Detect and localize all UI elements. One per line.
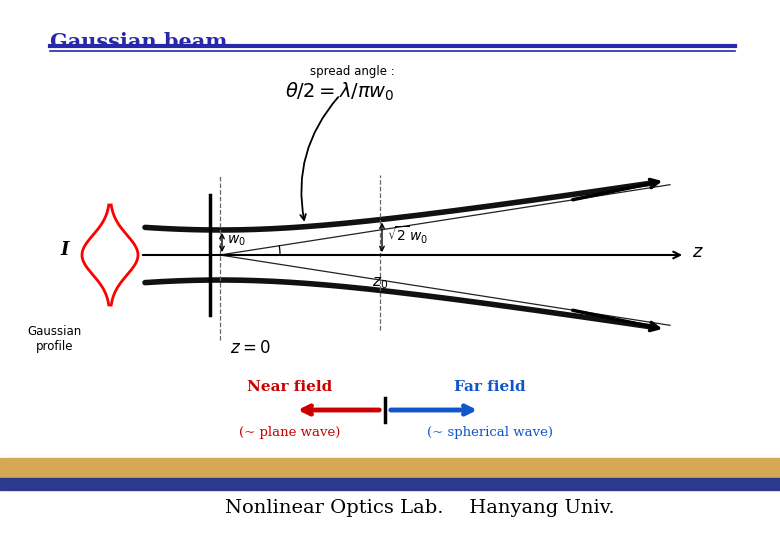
Text: Gaussian beam: Gaussian beam [50,32,228,52]
Text: I: I [61,241,69,259]
Text: $z_0$: $z_0$ [372,275,388,291]
Text: Gaussian
profile: Gaussian profile [28,325,82,353]
Bar [0,478,780,490]
Text: Nonlinear Optics Lab.  Hanyang Univ.: Nonlinear Optics Lab. Hanyang Univ. [225,499,615,517]
Text: $z = 0$: $z = 0$ [229,340,271,357]
Text: $z$: $z$ [692,243,704,261]
Text: (~ spherical wave): (~ spherical wave) [427,426,553,439]
Text: $\sqrt{2}\,w_0$: $\sqrt{2}\,w_0$ [387,225,428,246]
Text: $w_0$: $w_0$ [227,233,246,248]
Text: Far field: Far field [454,380,526,394]
Bar [0,458,780,478]
Text: spread angle :: spread angle : [310,65,395,78]
Text: $\theta/2 = \lambda / \pi w_0$: $\theta/2 = \lambda / \pi w_0$ [285,81,395,103]
Text: (~ plane wave): (~ plane wave) [239,426,341,439]
Text: Near field: Near field [247,380,332,394]
